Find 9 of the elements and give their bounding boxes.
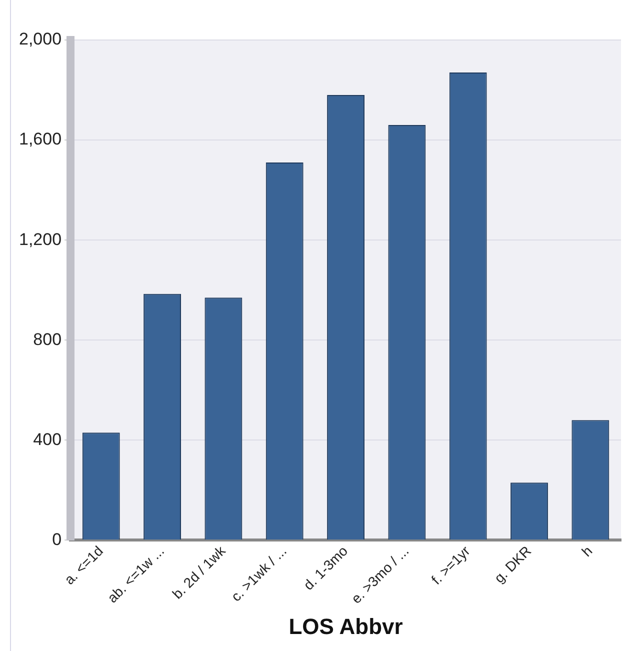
x-tick-label: h (578, 542, 596, 560)
y-tick-label: 0 (52, 530, 62, 549)
y-tick-label: 1,600 (18, 130, 62, 149)
x-axis-title: LOS Abbvr (288, 614, 404, 639)
y-tick-label: 2,000 (18, 30, 62, 49)
y-tick-label: 1,200 (18, 230, 62, 249)
y-tick-label: 800 (33, 330, 62, 349)
x-tick-label: b. 2d / 1wk (169, 542, 230, 602)
y-tick-label: 400 (33, 430, 62, 449)
